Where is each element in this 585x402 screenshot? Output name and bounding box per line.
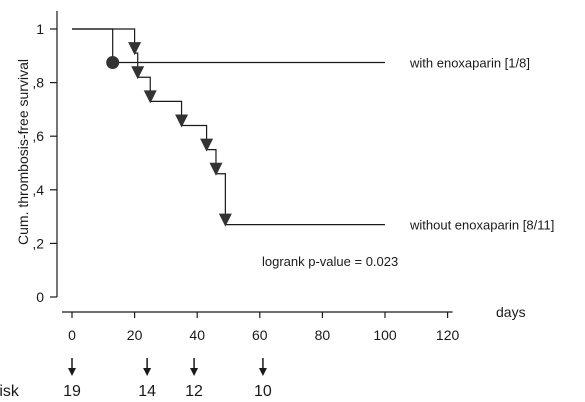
series-line-2 <box>72 28 385 226</box>
y-tick-label: ,4 <box>32 182 44 198</box>
axes: 0 ,2 ,4 ,6 ,8 1 0 20 40 60 80 100 120 <box>32 11 459 343</box>
series-labels: with enoxaparin [1/8] without enoxaparin … <box>409 56 554 233</box>
series-line-1 <box>72 28 385 64</box>
event-marker-triangle <box>143 90 157 104</box>
x-tick-label: 20 <box>127 327 143 343</box>
risk-arrow-head <box>258 368 267 376</box>
x-tick-label: 40 <box>189 327 205 343</box>
y-tick-label: ,8 <box>32 75 44 91</box>
y-tick-label: 1 <box>36 21 44 37</box>
series-label-2: without enoxaparin [8/11] <box>409 218 554 233</box>
x-axis-title: days <box>496 304 526 320</box>
x-tick-label: 100 <box>373 327 397 343</box>
event-marker-triangle <box>200 138 214 152</box>
event-markers <box>106 42 232 227</box>
y-tick-label: ,6 <box>32 128 44 144</box>
risk-count: 10 <box>254 383 272 400</box>
risk-arrow-head <box>143 368 152 376</box>
y-axis-title: Cum. thrombosis-free survival <box>15 59 31 245</box>
logrank-annotation: logrank p-value = 0.023 <box>262 254 398 269</box>
x-tick-label: 60 <box>252 327 268 343</box>
risk-row-label: risk <box>0 383 20 400</box>
x-tick-label: 120 <box>436 327 460 343</box>
risk-count: 12 <box>185 383 203 400</box>
risk-count: 14 <box>138 383 156 400</box>
event-marker-triangle <box>175 114 189 128</box>
risk-count: 19 <box>63 383 81 400</box>
event-marker-triangle <box>131 66 145 80</box>
risk-table: risk 19 14 12 10 <box>0 358 272 400</box>
risk-arrow-head <box>190 368 199 376</box>
y-tick-label: 0 <box>36 289 44 305</box>
event-marker-triangle <box>128 42 142 56</box>
x-tick-label: 80 <box>315 327 331 343</box>
survival-curves <box>72 28 385 226</box>
event-marker-triangle <box>209 162 223 176</box>
event-marker-triangle <box>218 213 232 227</box>
event-marker-circle <box>106 56 120 69</box>
risk-arrow-head <box>68 368 76 376</box>
series-label-1: with enoxaparin [1/8] <box>409 56 530 71</box>
y-tick-label: ,2 <box>32 235 44 251</box>
x-tick-label: 0 <box>68 327 76 343</box>
